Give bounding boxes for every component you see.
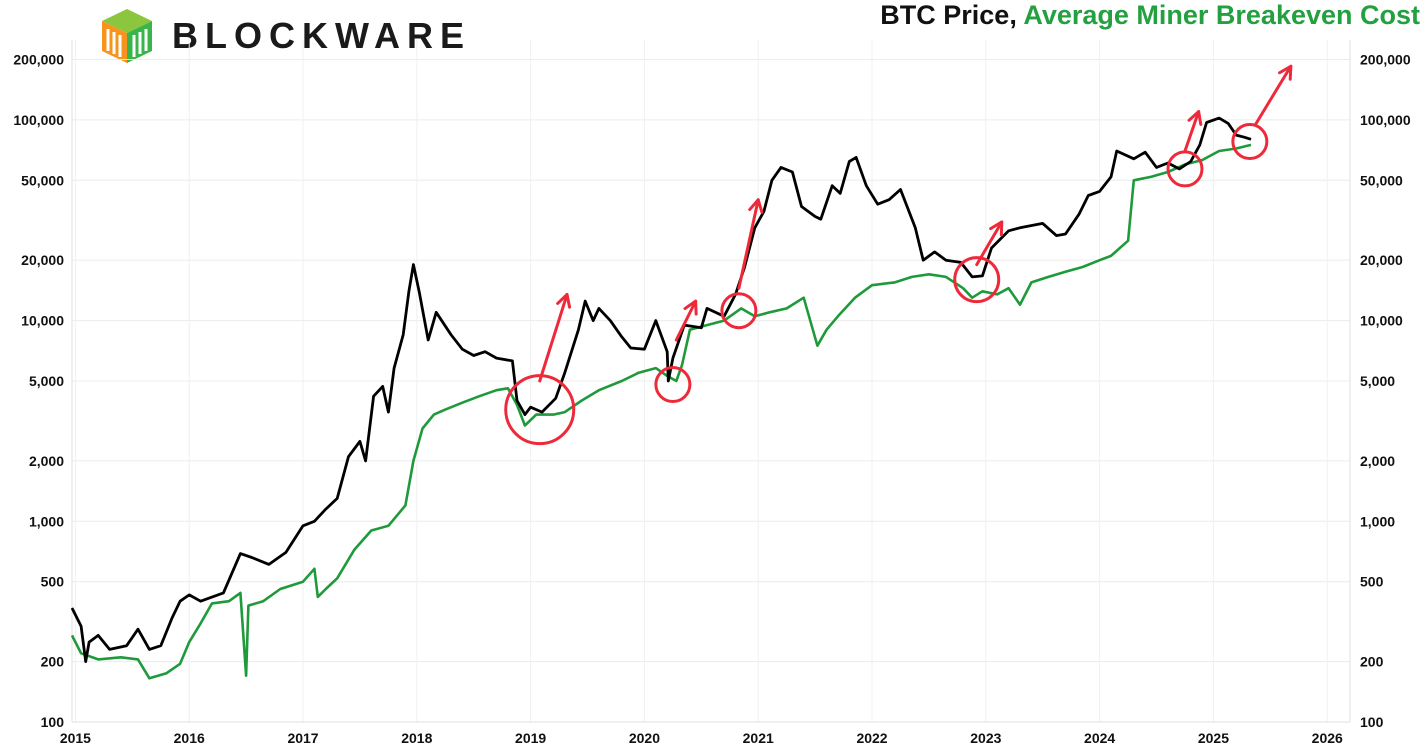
y-tick-label-right: 5,000 (1360, 373, 1395, 389)
y-tick-label-left: 200,000 (13, 51, 64, 67)
y-tick-label-right: 100 (1360, 714, 1384, 730)
y-tick-label-left: 200 (41, 654, 65, 670)
y-tick-label-right: 200 (1360, 654, 1384, 670)
blockware-cube-logo-icon (102, 9, 152, 63)
annotation-arrow (975, 220, 1004, 267)
y-tick-label-left: 100 (41, 714, 65, 730)
y-tick-label-left: 10,000 (21, 313, 64, 329)
title-price: BTC Price (880, 0, 1010, 30)
x-tick-label: 2021 (743, 730, 774, 746)
annotation-arrowhead (683, 299, 698, 316)
annotation-circle (1231, 123, 1269, 161)
annotation-arrowhead (748, 198, 764, 214)
annotation-arrow (538, 292, 569, 383)
annotation-arrow (737, 198, 760, 290)
y-tick-label-right: 2,000 (1360, 453, 1395, 469)
x-tick-label: 2017 (287, 730, 318, 746)
y-tick-label-left: 500 (41, 574, 65, 590)
y-tick-label-right: 200,000 (1360, 51, 1411, 67)
x-tick-label: 2016 (174, 730, 205, 746)
y-tick-label-left: 2,000 (29, 453, 64, 469)
x-tick-label: 2025 (1198, 730, 1229, 746)
title-separator: , (1009, 0, 1024, 30)
y-tick-label-right: 100,000 (1360, 112, 1411, 128)
annotation-arrowhead (1278, 64, 1293, 81)
brand-name: BLOCKWARE (172, 15, 471, 56)
annotation-circle (720, 292, 758, 330)
annotation-circle (504, 374, 576, 446)
y-tick-label-right: 500 (1360, 574, 1384, 590)
x-tick-label: 2019 (515, 730, 546, 746)
annotation-arrowhead (1187, 110, 1203, 126)
annotation-circle (953, 256, 1001, 304)
x-tick-label: 2018 (401, 730, 432, 746)
btc-price-line (70, 116, 1252, 663)
y-tick-label-left: 1,000 (29, 513, 64, 529)
y-tick-label-right: 1,000 (1360, 513, 1395, 529)
title-breakeven: Average Miner Breakeven Cost (1023, 0, 1420, 30)
annotation-circle (654, 366, 692, 404)
chart-title: BTC Price, Average Miner Breakeven Cost (880, 0, 1420, 31)
y-tick-label-left: 5,000 (29, 373, 64, 389)
annotation-arrow (674, 299, 698, 342)
annotation-arrow (1183, 110, 1201, 153)
x-tick-label: 2023 (970, 730, 1001, 746)
brand-header: BLOCKWARE (98, 6, 538, 66)
annotation-arrow (1254, 64, 1293, 126)
y-tick-label-left: 20,000 (21, 252, 64, 268)
y-tick-label-right: 10,000 (1360, 313, 1403, 329)
x-tick-label: 2022 (856, 730, 887, 746)
y-tick-label-left: 100,000 (13, 112, 64, 128)
x-tick-label: 2020 (629, 730, 660, 746)
annotation-arrowhead (989, 220, 1004, 237)
annotation-arrowhead (556, 292, 572, 309)
y-tick-label-right: 20,000 (1360, 252, 1403, 268)
x-tick-label: 2015 (60, 730, 91, 746)
y-tick-label-left: 50,000 (21, 172, 64, 188)
miner-breakeven-line (70, 143, 1252, 680)
x-tick-label: 2026 (1312, 730, 1343, 746)
y-tick-label-right: 50,000 (1360, 172, 1403, 188)
x-tick-label: 2024 (1084, 730, 1115, 746)
